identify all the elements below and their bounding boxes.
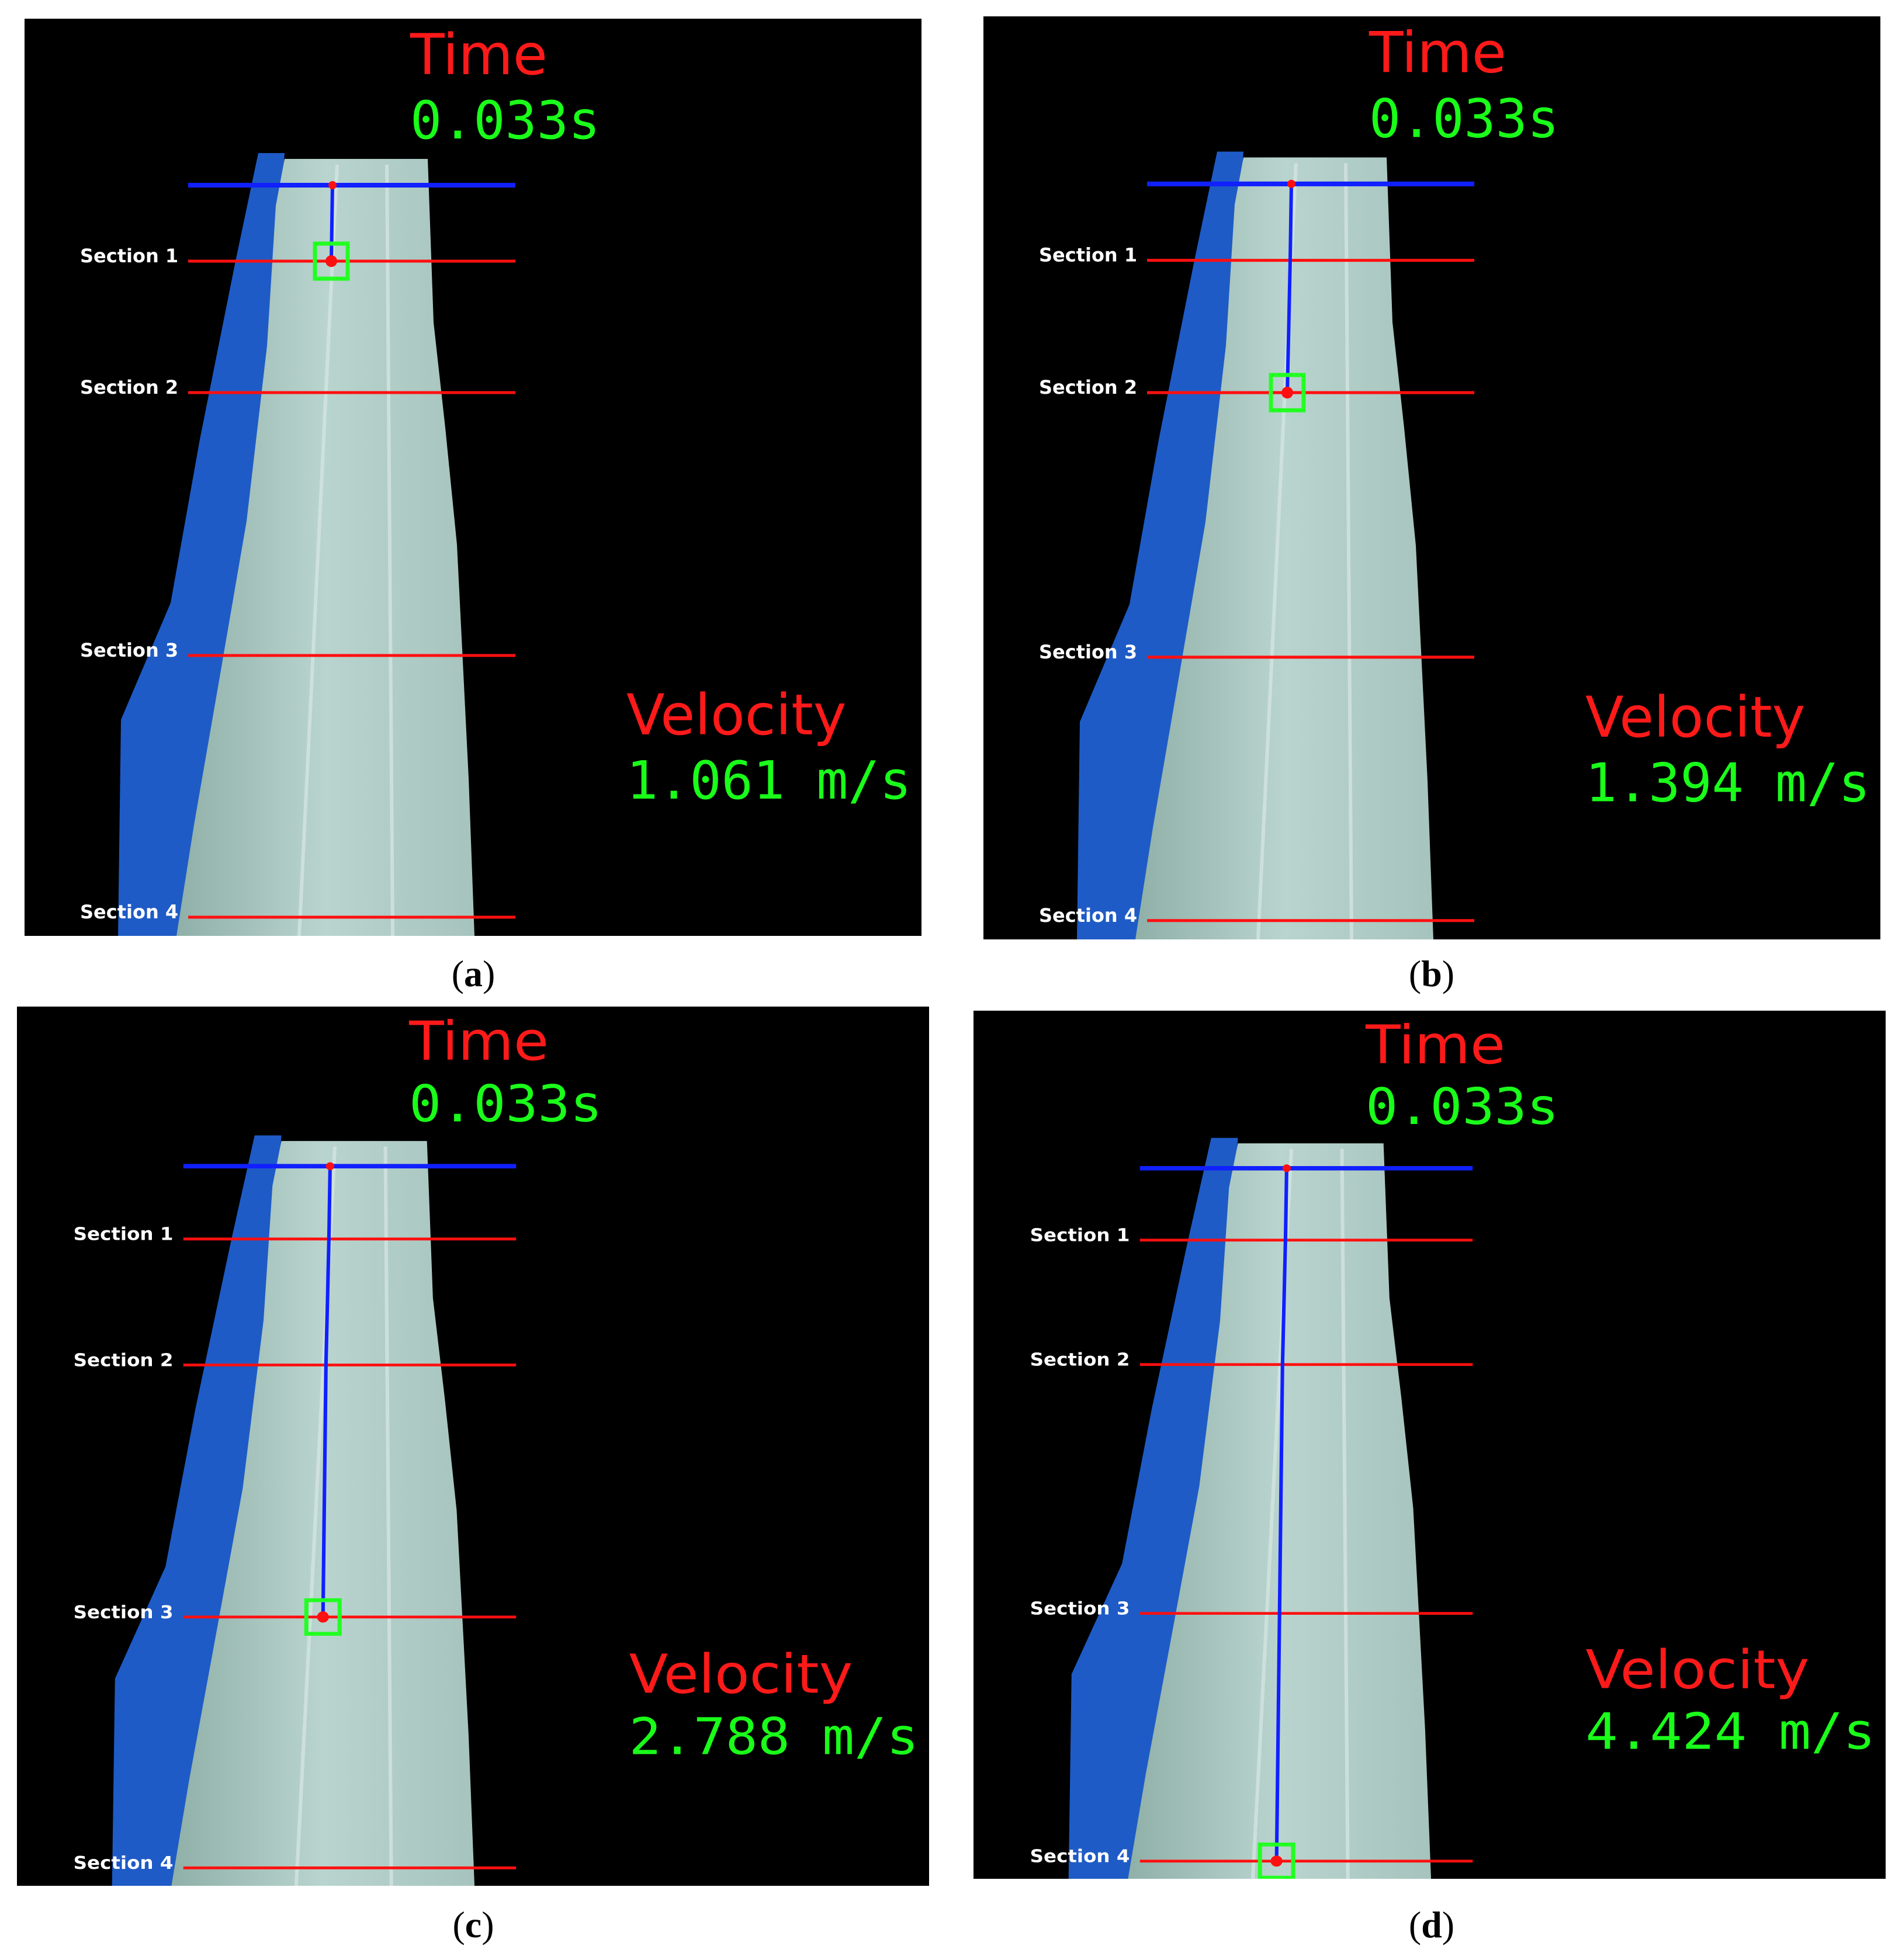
velocity-label: Velocity bbox=[629, 1643, 853, 1706]
panel-d: Section 1 Section 2 Section 3 Section 4 Time… bbox=[973, 1011, 1886, 1879]
chute-wall bbox=[118, 153, 285, 936]
caption-d: (d) bbox=[1408, 1904, 1455, 1945]
velocity-value: 1.061 m/s bbox=[626, 750, 912, 811]
tracked-particle-box bbox=[1257, 1843, 1295, 1879]
time-label: Time bbox=[410, 22, 548, 88]
velocity-value: 1.394 m/s bbox=[1585, 752, 1870, 814]
chute-wall bbox=[1068, 1137, 1238, 1879]
tracked-particle-dot bbox=[325, 255, 337, 267]
chute-wall bbox=[1077, 151, 1243, 939]
track-path bbox=[1274, 1168, 1288, 1861]
section-label-3: Section 3 bbox=[1030, 1599, 1130, 1619]
velocity-label: Velocity bbox=[626, 682, 847, 748]
track-start-dot bbox=[325, 1162, 335, 1170]
track-start-dot bbox=[328, 181, 337, 189]
caption-c: (c) bbox=[452, 1904, 494, 1945]
panel-c-image: Section 1 Section 2 Section 3 Section 4 Time… bbox=[74, 1011, 919, 1886]
time-value: 0.033s bbox=[410, 90, 600, 151]
panel-d-image: Section 1 Section 2 Section 3 Section 4 Time… bbox=[1030, 1014, 1875, 1879]
caption-b: (b) bbox=[1408, 953, 1455, 994]
time-label: Time bbox=[408, 1011, 549, 1073]
section-label-1: Section 1 bbox=[1039, 244, 1137, 266]
velocity-label: Velocity bbox=[1585, 1639, 1809, 1701]
flow-streak bbox=[297, 164, 339, 936]
panel-b: Section 1 Section 2 Section 3 Section 4 Time… bbox=[983, 16, 1880, 939]
time-value: 0.033s bbox=[409, 1074, 602, 1133]
velocity-value: 4.424 m/s bbox=[1585, 1703, 1875, 1761]
section-label-1: Section 1 bbox=[1030, 1226, 1130, 1246]
tracked-particle-box bbox=[304, 1598, 342, 1636]
velocity-label: Velocity bbox=[1585, 685, 1806, 750]
time-value: 0.033s bbox=[1366, 1078, 1559, 1136]
chute-wall bbox=[112, 1135, 282, 1886]
section-label-4: Section 4 bbox=[74, 1853, 174, 1874]
section-label-4: Section 4 bbox=[1039, 904, 1137, 927]
section-label-3: Section 3 bbox=[80, 639, 178, 661]
caption-a-letter: a bbox=[464, 953, 483, 994]
tracked-particle-box bbox=[1269, 373, 1306, 412]
section-label-3: Section 3 bbox=[74, 1602, 174, 1623]
caption-b-letter: b bbox=[1421, 953, 1442, 994]
flow-streak bbox=[1340, 1149, 1350, 1879]
section-label-2: Section 2 bbox=[1039, 376, 1137, 398]
section-label-2: Section 2 bbox=[80, 376, 178, 398]
track-path bbox=[330, 185, 334, 262]
track-path bbox=[321, 1166, 332, 1617]
section-label-4: Section 4 bbox=[1030, 1847, 1130, 1867]
tracked-particle-dot bbox=[1281, 387, 1293, 399]
tracked-particle-dot bbox=[1270, 1855, 1283, 1867]
water-surface bbox=[176, 159, 474, 936]
caption-a: (a) bbox=[451, 953, 496, 994]
section-label-2: Section 2 bbox=[74, 1350, 174, 1371]
track-start-dot bbox=[1287, 179, 1295, 188]
velocity-value: 2.788 m/s bbox=[629, 1707, 919, 1766]
caption-d-letter: d bbox=[1421, 1904, 1442, 1945]
time-value: 0.033s bbox=[1369, 88, 1559, 150]
caption-c-letter: c bbox=[465, 1904, 482, 1945]
panel-a-image: Section 1 Section 2 Section 3 Section 4 Time… bbox=[80, 22, 912, 936]
tracked-particle-box bbox=[313, 241, 350, 281]
section-label-1: Section 1 bbox=[80, 245, 178, 267]
water-surface bbox=[1135, 157, 1433, 939]
time-label: Time bbox=[1365, 1014, 1505, 1076]
section-label-2: Section 2 bbox=[1030, 1350, 1130, 1371]
tracked-particle-dot bbox=[317, 1611, 329, 1623]
panel-c: Section 1 Section 2 Section 3 Section 4 Time… bbox=[17, 1007, 929, 1886]
section-label-1: Section 1 bbox=[74, 1224, 174, 1245]
section-label-4: Section 4 bbox=[80, 901, 178, 923]
track-path bbox=[1286, 183, 1293, 393]
flow-streak bbox=[383, 1146, 393, 1886]
flow-streak bbox=[385, 164, 394, 936]
flow-streak bbox=[1344, 163, 1353, 939]
time-label: Time bbox=[1369, 20, 1506, 85]
section-label-3: Section 3 bbox=[1039, 641, 1137, 663]
panel-b-image: Section 1 Section 2 Section 3 Section 4 Time… bbox=[1039, 20, 1870, 939]
panel-a: Section 1 Section 2 Section 3 Section 4 Time… bbox=[25, 19, 921, 936]
track-start-dot bbox=[1282, 1164, 1291, 1172]
